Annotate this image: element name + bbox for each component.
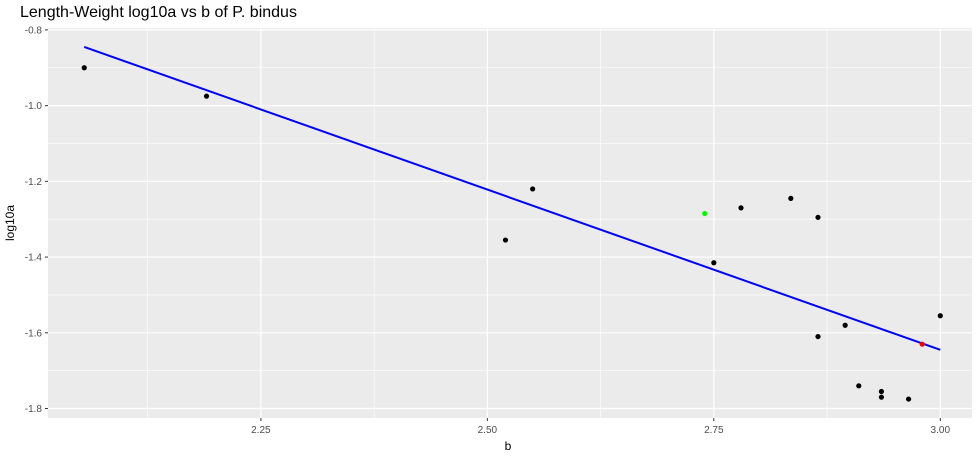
data-point [937,313,943,319]
fit-line-layer [83,45,941,351]
data-point [842,322,848,328]
data-point [856,383,862,389]
x-tick-label: 2.50 [478,425,498,436]
data-point [738,205,744,211]
data-point [711,260,717,266]
x-tick-label: 3.00 [931,425,951,436]
data-point [81,65,87,71]
data-point [702,210,708,217]
points-layer [81,65,943,402]
data-point [815,214,821,220]
plot-panel [48,28,972,418]
y-tick-label: -1.4 [25,253,43,264]
data-point [788,195,794,201]
data-point [905,396,912,402]
y-tick-label: -1.2 [25,177,43,188]
grid-lines [48,28,972,418]
data-point [530,186,536,192]
x-tick-label: 2.75 [704,425,724,436]
fit-line [83,45,941,351]
data-point [878,394,885,400]
data-point [203,93,210,99]
y-tick-label: -1.6 [25,328,43,339]
y-tick-label: -1.8 [25,404,43,415]
chart-title: Length-Weight log10a vs b of P. bindus [20,4,297,21]
x-tick-label: 2.25 [251,425,271,436]
y-axis-label: log10a [3,205,17,241]
y-tick-label: -1.0 [25,101,43,112]
y-tick-label: -0.8 [25,25,43,36]
axes: 2.25 2.50 2.75 3.00 -0.8 -1.0 -1.2 -1.4 -1.6 -1.8 [25,25,951,436]
data-point [878,388,885,395]
data-point [815,333,821,340]
data-point [919,341,925,347]
x-axis-label: b [505,439,512,453]
data-point [502,237,509,243]
